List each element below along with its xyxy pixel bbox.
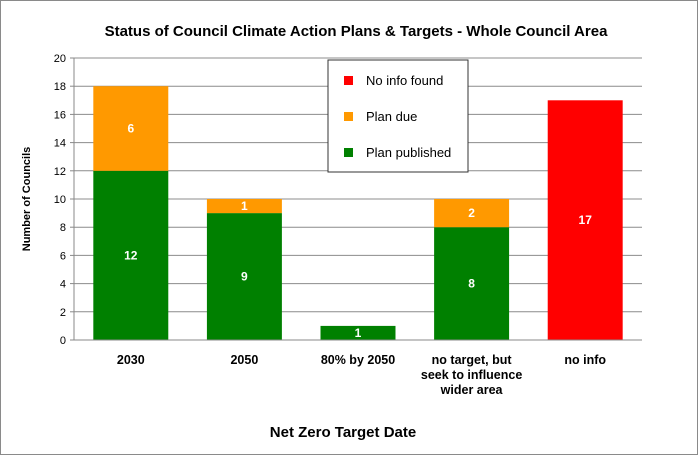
bar-segment <box>206 199 282 214</box>
legend-label: Plan due <box>366 109 417 124</box>
y-tick-label: 12 <box>54 166 66 178</box>
legend: No info found Plan due Plan published <box>327 59 469 173</box>
y-tick-label: 18 <box>54 81 66 93</box>
bar-segment <box>547 100 623 340</box>
y-tick-label: 0 <box>60 335 66 347</box>
bar-value-label: 9 <box>241 270 248 284</box>
x-category-label: 2050 <box>230 353 258 367</box>
legend-swatch <box>344 148 353 157</box>
legend-label: No info found <box>366 73 443 88</box>
x-category-line: seek to influence <box>421 368 522 382</box>
legend-swatch <box>344 76 353 85</box>
bar-segment <box>206 213 282 340</box>
legend-swatch <box>344 112 353 121</box>
bar-value-label: 12 <box>124 248 138 262</box>
y-tick-label: 2 <box>60 307 66 319</box>
bar-segment <box>434 199 510 228</box>
x-category-line: 2050 <box>230 353 258 367</box>
bar-value-label: 17 <box>579 213 593 227</box>
chart-title: Status of Council Climate Action Plans &… <box>105 23 608 40</box>
y-tick-label: 4 <box>60 279 66 291</box>
bar-value-label: 6 <box>127 122 134 136</box>
bar-value-label: 1 <box>355 326 362 340</box>
x-category-line: 80% by 2050 <box>321 353 395 367</box>
bar-value-label: 1 <box>241 199 248 213</box>
bar-value-label: 8 <box>468 277 475 291</box>
y-tick-label: 16 <box>54 109 66 121</box>
x-category-line: no info <box>564 353 606 367</box>
legend-label: Plan published <box>366 145 451 160</box>
y-axis-ticks: 0 2 4 6 8 10 12 14 16 18 20 <box>54 53 74 347</box>
y-tick-label: 20 <box>54 53 66 65</box>
y-tick-label: 8 <box>60 222 66 234</box>
bar-value-label: 2 <box>468 206 475 220</box>
x-axis-title: Net Zero Target Date <box>270 424 416 441</box>
x-category-line: no target, but <box>432 353 513 367</box>
y-tick-label: 6 <box>60 250 66 262</box>
bar-segment <box>93 86 169 171</box>
x-category-label: no target, but seek to influence wider are… <box>421 353 522 397</box>
y-tick-label: 10 <box>54 194 66 206</box>
x-category-line: wider area <box>440 383 504 397</box>
x-axis-categories: 2030 2050 80% by 2050 no target, but seek to… <box>117 353 606 397</box>
y-tick-label: 14 <box>54 138 66 150</box>
x-category-line: 2030 <box>117 353 145 367</box>
y-axis-title: Number of Councils <box>21 147 33 252</box>
bars: 12 6 9 1 1 8 2 17 <box>93 86 623 340</box>
bar-segment <box>93 170 169 340</box>
bar-segment <box>320 325 396 340</box>
x-category-label: 2030 <box>117 353 145 367</box>
bar-segment <box>434 227 510 340</box>
x-category-label: no info <box>564 353 606 367</box>
x-category-label: 80% by 2050 <box>321 353 395 367</box>
